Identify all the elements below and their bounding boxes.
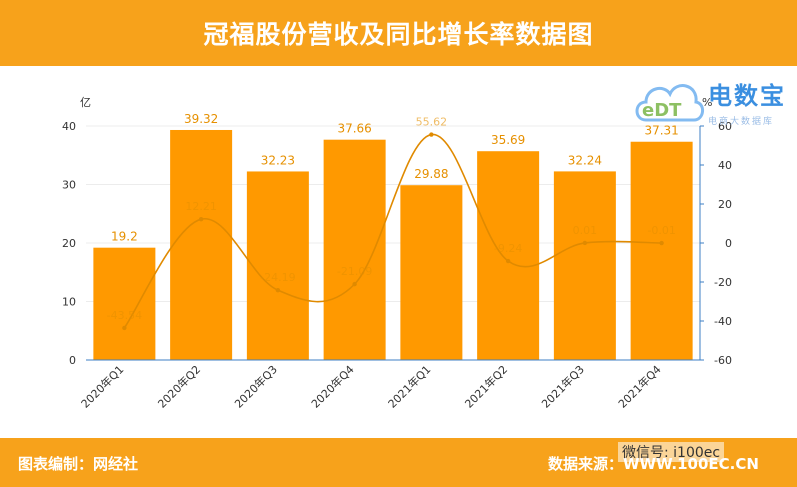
- x-tick-label: 2021年Q2: [462, 362, 511, 411]
- chart-area: 19.239.3232.2337.6629.8835.6932.2437.31 …: [62, 96, 732, 411]
- x-tick-label: 2020年Q4: [308, 362, 357, 411]
- y-right-tick-label: 60: [718, 120, 732, 133]
- chart-header: 冠福股份营收及同比增长率数据图: [0, 0, 797, 66]
- line-value-label: 0.01: [573, 224, 598, 237]
- line-series: [122, 132, 664, 331]
- line-value-label: 12.21: [185, 200, 217, 213]
- y-left-tick-label: 0: [69, 354, 76, 367]
- bar-value-label: 29.88: [414, 167, 448, 181]
- x-tick-label: 2020年Q1: [78, 362, 127, 411]
- cloud-icon: eDT: [635, 84, 704, 122]
- line-value-label: 55.62: [416, 116, 448, 129]
- growth-rate-line: [123, 133, 662, 329]
- watermark-logo-text: 电数宝: [708, 82, 786, 110]
- line-point: [198, 216, 204, 222]
- y-left-tick-label: 40: [62, 120, 76, 133]
- chart-title: 冠福股份营收及同比增长率数据图: [203, 20, 594, 49]
- line-point: [582, 240, 588, 246]
- y-right-tick-label: -40: [714, 315, 732, 328]
- bar-series: [93, 129, 693, 360]
- bar: [93, 247, 156, 360]
- y-right-tick-label: -60: [714, 354, 732, 367]
- watermark-logo-subtext: 电商大数据库: [708, 117, 775, 127]
- line-labels: -43.54 12.21 -24.19 -21.09 55.62 -9.24 0.01 -0.…: [107, 116, 676, 322]
- x-tick-label: 2020年Q3: [231, 362, 280, 411]
- y-right-tick-label: 20: [718, 198, 732, 211]
- watermark-logo: eDT 电数宝 电商大数据库: [632, 70, 792, 130]
- svg-text:eDT: eDT: [642, 100, 682, 121]
- bar: [323, 139, 386, 360]
- y-right-tick-label: 0: [725, 237, 732, 250]
- bar-value-label: 39.32: [184, 112, 218, 126]
- line-value-label: -9.24: [494, 242, 522, 255]
- footer-credit: 图表编制：网经社: [18, 455, 139, 473]
- line-value-label: -0.01: [647, 224, 675, 237]
- y-right-tick-label: -20: [714, 276, 732, 289]
- bar: [170, 129, 233, 360]
- bar: [553, 171, 616, 360]
- line-point: [275, 287, 281, 293]
- bar-value-label: 32.24: [568, 153, 602, 167]
- chart-footer: 图表编制：网经社 数据来源：WWW.100EC.CN: [0, 438, 797, 487]
- bar-value-label: 35.69: [491, 133, 525, 147]
- bar: [246, 171, 309, 360]
- x-tick-label: 2020年Q2: [155, 362, 204, 411]
- x-tick-label: 2021年Q3: [538, 362, 587, 411]
- bar-value-label: 19.2: [111, 230, 138, 244]
- line-value-label: -24.19: [260, 271, 295, 284]
- y-right-tick-label: 40: [718, 159, 732, 172]
- bar: [400, 185, 463, 360]
- line-point: [122, 325, 127, 331]
- y-left-tick-label: 10: [62, 296, 76, 309]
- y-right-unit: %: [702, 96, 712, 109]
- line-point: [659, 240, 664, 246]
- bar-value-label: 37.66: [337, 122, 371, 136]
- x-tick-label: 2021年Q4: [615, 362, 664, 411]
- y-left-tick-label: 20: [62, 237, 76, 250]
- y-left-tick-label: 30: [62, 179, 76, 192]
- bar-value-label: 37.31: [644, 124, 678, 138]
- line-point: [352, 281, 357, 287]
- bar: [630, 141, 693, 360]
- line-point: [505, 258, 511, 264]
- line-point: [429, 132, 434, 137]
- y-left-unit: 亿: [80, 96, 91, 109]
- wechat-watermark: 微信号: i100ec: [618, 442, 725, 462]
- line-value-label: -43.54: [107, 309, 142, 322]
- bar-labels: 19.2 39.32 32.23 37.66 29.88 35.69 32.24 37.31: [111, 112, 679, 244]
- line-value-label: -21.09: [337, 265, 372, 278]
- bar-value-label: 32.23: [261, 153, 295, 167]
- bar: [477, 151, 540, 360]
- x-tick-label: 2021年Q1: [385, 362, 434, 411]
